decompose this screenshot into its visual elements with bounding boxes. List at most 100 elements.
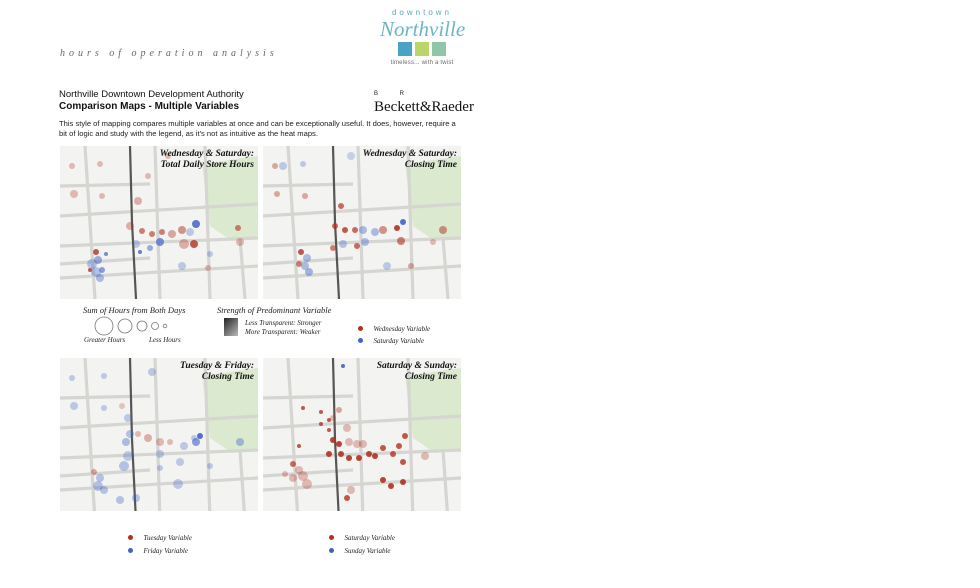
- legend-top-blue-item: Saturday Variable: [358, 330, 424, 348]
- legend-top-red-item: Wednesday Variable: [358, 318, 430, 336]
- red-dot-icon: [128, 535, 133, 540]
- street: [153, 146, 162, 299]
- legend-strength-title: Strength of Predominant Variable: [217, 305, 332, 315]
- railroad-line: [128, 146, 138, 299]
- business-marker: [402, 433, 408, 439]
- business-marker: [383, 262, 391, 270]
- business-marker: [207, 251, 213, 257]
- business-marker: [70, 190, 78, 198]
- logo-tile-icon: [398, 42, 412, 56]
- map-title: Wednesday & Saturday: Total Daily Store …: [160, 149, 254, 171]
- business-marker: [408, 263, 414, 269]
- comparison-map-wed-sat-closing: Wednesday & Saturday: Closing Time: [263, 146, 461, 299]
- business-marker: [279, 162, 287, 170]
- business-marker: [379, 226, 387, 234]
- business-marker: [236, 238, 244, 246]
- legend-label: Sunday Variable: [344, 547, 391, 555]
- business-marker: [123, 451, 133, 461]
- business-marker: [197, 433, 203, 439]
- street: [203, 358, 212, 511]
- legend-size-less: Less Hours: [149, 336, 181, 344]
- business-marker: [134, 197, 142, 205]
- business-marker: [138, 250, 142, 254]
- park-area: [405, 368, 461, 453]
- business-marker: [272, 163, 278, 169]
- business-marker: [305, 268, 313, 276]
- business-marker: [356, 455, 362, 461]
- map-title-line1: Wednesday & Saturday:: [362, 149, 457, 159]
- blue-dot-icon: [329, 548, 334, 553]
- street: [60, 182, 151, 188]
- business-marker: [421, 452, 429, 460]
- red-dot-icon: [358, 326, 363, 331]
- business-marker: [190, 240, 198, 248]
- business-marker: [400, 459, 406, 465]
- firm-letters: B R: [374, 91, 415, 97]
- street: [153, 358, 162, 511]
- business-marker: [176, 458, 184, 466]
- business-marker: [139, 228, 145, 234]
- railroad-line: [128, 358, 137, 511]
- business-marker: [439, 226, 447, 234]
- business-marker: [87, 259, 97, 269]
- business-marker: [430, 239, 436, 245]
- map-title-line2: Closing Time: [404, 160, 457, 170]
- business-marker: [93, 249, 99, 255]
- business-marker: [353, 440, 361, 448]
- street: [286, 358, 299, 511]
- street: [263, 202, 461, 218]
- business-marker: [156, 238, 164, 246]
- street: [263, 182, 354, 188]
- business-marker: [330, 245, 336, 251]
- business-marker: [192, 438, 200, 446]
- business-marker: [207, 463, 213, 469]
- business-marker: [132, 240, 140, 248]
- legend-bl-blue-item: Friday Variable: [128, 540, 188, 558]
- street: [356, 146, 365, 299]
- business-marker: [297, 444, 301, 448]
- logo-tile-icon: [415, 42, 429, 56]
- street: [238, 449, 246, 511]
- street: [356, 358, 365, 511]
- business-marker: [148, 368, 156, 376]
- business-marker: [178, 226, 186, 234]
- business-marker: [119, 403, 125, 409]
- business-marker: [135, 431, 141, 437]
- logo-downtown: downtown: [391, 8, 453, 17]
- legend-size-title: Sum of Hours from Both Days: [83, 305, 186, 315]
- business-marker: [330, 437, 336, 443]
- business-marker: [147, 245, 153, 251]
- business-marker: [70, 402, 78, 410]
- business-marker: [179, 239, 189, 249]
- business-marker: [116, 496, 124, 504]
- business-marker: [69, 375, 75, 381]
- legend-label: Saturday Variable: [373, 337, 424, 345]
- business-marker: [400, 479, 406, 485]
- business-marker: [302, 193, 308, 199]
- business-marker: [236, 438, 244, 446]
- business-marker: [380, 445, 386, 451]
- business-marker: [178, 262, 186, 270]
- street: [238, 237, 247, 299]
- legend-strength-stronger: Less Transparent: Stronger: [245, 319, 322, 327]
- business-marker: [122, 438, 130, 446]
- business-marker: [159, 229, 165, 235]
- business-marker: [156, 450, 164, 458]
- business-marker: [339, 240, 347, 248]
- street: [263, 414, 461, 430]
- business-marker: [319, 422, 323, 426]
- business-marker: [347, 152, 355, 160]
- business-marker: [157, 465, 163, 471]
- firm-name: Beckett&Raeder: [374, 99, 474, 115]
- business-marker: [289, 474, 297, 482]
- map-graphic: [263, 146, 461, 299]
- legend-bl-red-item: Tuesday Variable: [128, 527, 192, 545]
- legend-br-blue-item: Sunday Variable: [329, 540, 391, 558]
- business-marker: [235, 225, 241, 231]
- business-marker: [327, 418, 331, 422]
- legend-br-red-item: Saturday Variable: [329, 527, 395, 545]
- business-marker: [167, 439, 173, 445]
- business-marker: [101, 405, 107, 411]
- business-marker: [397, 237, 405, 245]
- northville-logo: downtown Northville timeless... with a t…: [380, 8, 465, 92]
